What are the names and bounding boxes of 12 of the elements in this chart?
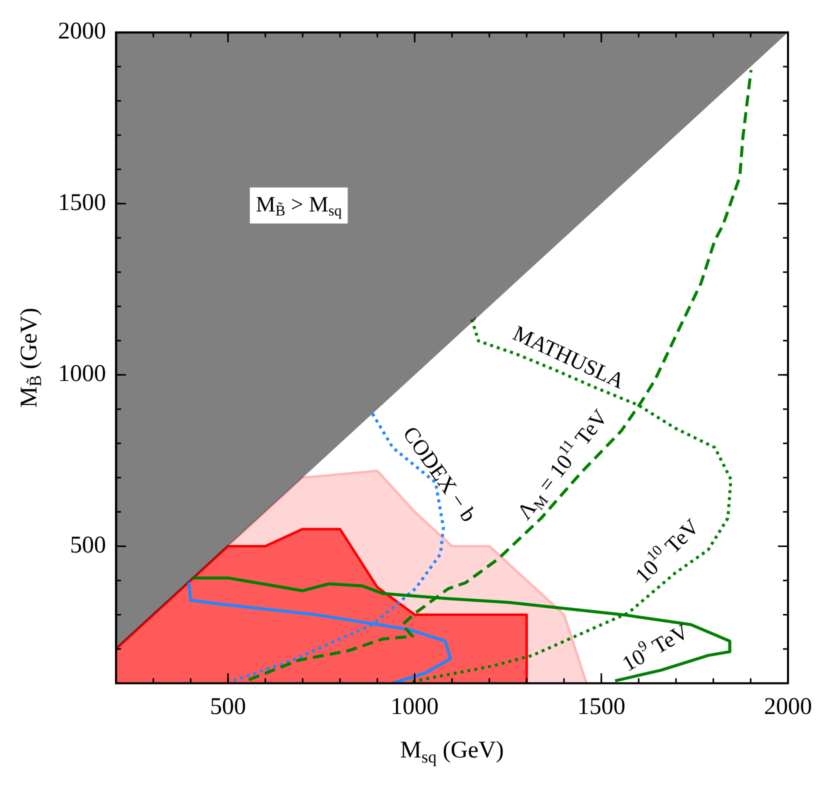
- y-tick-label: 2000: [58, 18, 106, 45]
- y-tick-label: 1000: [58, 361, 106, 388]
- y-tick-label: 500: [70, 532, 106, 558]
- annotation: 109 TeV: [618, 618, 693, 676]
- y-axis-title: MB̃ (GeV): [16, 308, 46, 408]
- x-tick-label: 1500: [577, 694, 626, 720]
- x-tick-label: 1000: [390, 694, 439, 720]
- annotation: ΛM = 1011 TeV: [512, 404, 613, 524]
- annotation: 1010 TeV: [630, 514, 704, 588]
- x-tick-label: 500: [210, 694, 246, 720]
- y-tick-label: 1500: [58, 190, 106, 216]
- x-tick-label: 2000: [764, 694, 812, 720]
